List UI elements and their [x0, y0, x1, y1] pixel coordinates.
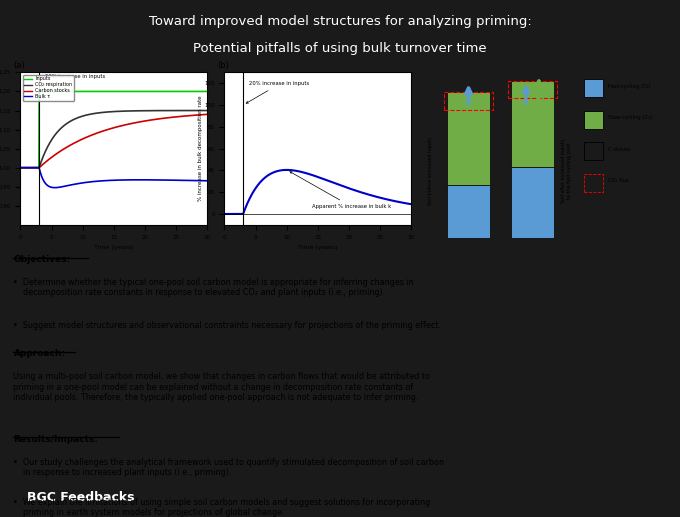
Bar	[508, 82, 557, 98]
Bar	[447, 92, 490, 185]
Bar	[444, 92, 493, 110]
Text: •  Suggest model structures and observational constraints necessary for projecti: • Suggest model structures and observati…	[14, 321, 441, 330]
Text: •  We explain the limitations of using simple soil carbon models and suggest sol: • We explain the limitations of using si…	[14, 498, 430, 517]
Legend: Inputs, CO₂ respiration, Carbon stocks, Bulk τ: Inputs, CO₂ respiration, Carbon stocks, …	[23, 75, 74, 101]
Bar	[584, 111, 603, 129]
Text: Fast-cycling (C₁): Fast-cycling (C₁)	[608, 84, 650, 89]
Text: •  Determine whether the typical one-pool soil carbon model is appropriate for i: • Determine whether the typical one-pool…	[14, 278, 414, 297]
Text: Soil before increased inputs: Soil before increased inputs	[428, 136, 433, 205]
Text: Approach:: Approach:	[14, 349, 65, 358]
Bar	[584, 142, 603, 160]
Text: Soil after increased inputs
to the fast-cycling pool: Soil after increased inputs to the fast-…	[562, 139, 572, 203]
Text: Objectives:: Objectives:	[14, 255, 71, 264]
Text: Using a multi-pool soil carbon model, we show that changes in carbon flows that : Using a multi-pool soil carbon model, we…	[14, 372, 430, 402]
X-axis label: Time (years): Time (years)	[94, 245, 134, 250]
X-axis label: Time (years): Time (years)	[298, 245, 338, 250]
Text: Slow-cycling (C₂): Slow-cycling (C₂)	[608, 115, 652, 120]
Text: (a): (a)	[13, 61, 24, 70]
Text: 20% increase in inputs: 20% increase in inputs	[246, 82, 309, 103]
Text: C stocks: C stocks	[608, 147, 630, 152]
Text: (b): (b)	[217, 61, 228, 70]
Bar	[584, 174, 603, 192]
Bar	[584, 80, 603, 97]
Y-axis label: % increase in bulk decomposition rate: % increase in bulk decomposition rate	[198, 96, 203, 202]
Bar	[447, 185, 490, 238]
Text: Results/Impacts:: Results/Impacts:	[14, 434, 99, 444]
Text: Potential pitfalls of using bulk turnover time: Potential pitfalls of using bulk turnove…	[193, 42, 487, 55]
Text: BGC Feedbacks: BGC Feedbacks	[27, 491, 135, 504]
Text: Toward improved model structures for analyzing priming:: Toward improved model structures for ana…	[149, 15, 531, 28]
Bar	[511, 167, 554, 238]
Text: 20% increase in inputs: 20% increase in inputs	[43, 74, 105, 85]
Bar	[511, 82, 554, 167]
Text: •  Our study challenges the analytical framework used to quantify stimulated dec: • Our study challenges the analytical fr…	[14, 458, 445, 477]
Text: CO₂ flux: CO₂ flux	[608, 178, 629, 183]
Text: Apparent % increase in bulk k: Apparent % increase in bulk k	[290, 172, 391, 209]
